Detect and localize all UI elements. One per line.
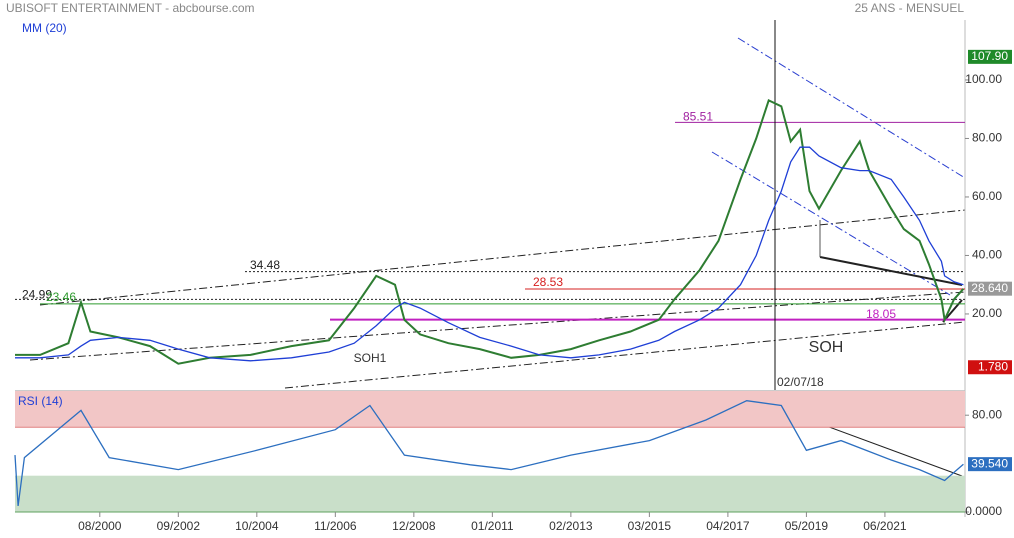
annotation: SOH1	[354, 351, 387, 365]
x-tick-label: 02/2013	[549, 519, 593, 533]
x-tick-label: 11/2006	[314, 519, 357, 533]
y-tick-label: 60.00	[972, 189, 1002, 203]
series-line	[15, 146, 964, 362]
value-tag-label: 28.640	[971, 281, 1008, 295]
x-tick-label: 03/2015	[628, 519, 672, 533]
chart-subtitle: 25 ANS - MENSUEL	[855, 1, 965, 15]
value-tag	[968, 457, 1012, 472]
x-tick-label: 10/2004	[235, 519, 279, 533]
y-tick-label: 80.00	[972, 407, 1002, 421]
series-line	[15, 99, 965, 365]
series-line	[14, 400, 964, 506]
level-label: 18.05	[866, 307, 896, 321]
y-tick-label: 0.0000	[965, 504, 1002, 518]
value-tag	[968, 49, 1012, 64]
value-tag-label: 1.780	[978, 359, 1008, 373]
trendline	[29, 291, 966, 361]
value-tag-label: 39.540	[971, 456, 1008, 470]
trendline	[819, 256, 963, 286]
x-tick-label: 12/2008	[392, 519, 436, 533]
chart-title: UBISOFT ENTERTAINMENT - abcbourse.com	[6, 1, 255, 15]
x-tick-label: 08/2000	[78, 519, 122, 533]
y-tick-label: 80.00	[972, 131, 1002, 145]
band	[15, 391, 965, 428]
x-tick-label: 04/2017	[706, 519, 750, 533]
value-tag-label: 107.90	[971, 49, 1008, 63]
band	[15, 475, 965, 512]
x-tick-label: 06/2021	[863, 519, 907, 533]
level-label: 34.48	[250, 258, 280, 272]
level-label: 85.51	[683, 110, 713, 124]
legend-label: MM (20)	[22, 21, 67, 35]
x-tick-label: 05/2019	[785, 519, 829, 533]
panel-title: RSI (14)	[18, 394, 63, 408]
x-tick-label: 09/2002	[157, 519, 201, 533]
level-label: 28.53	[533, 275, 563, 289]
x-tick-label: 01/2011	[471, 519, 514, 533]
trendline	[737, 37, 966, 179]
value-tag	[968, 281, 1012, 296]
y-tick-label: 100.00	[965, 72, 1002, 86]
trendline	[39, 209, 966, 306]
level-label: 24.99	[22, 288, 52, 302]
level-label: 23.46	[46, 290, 76, 304]
y-tick-label: 20.00	[972, 306, 1002, 320]
date-label: 02/07/18	[777, 375, 824, 389]
value-tag	[968, 360, 1012, 375]
y-tick-label: 40.00	[972, 248, 1002, 262]
trendline	[284, 321, 966, 389]
annotation: SOH	[809, 339, 844, 356]
